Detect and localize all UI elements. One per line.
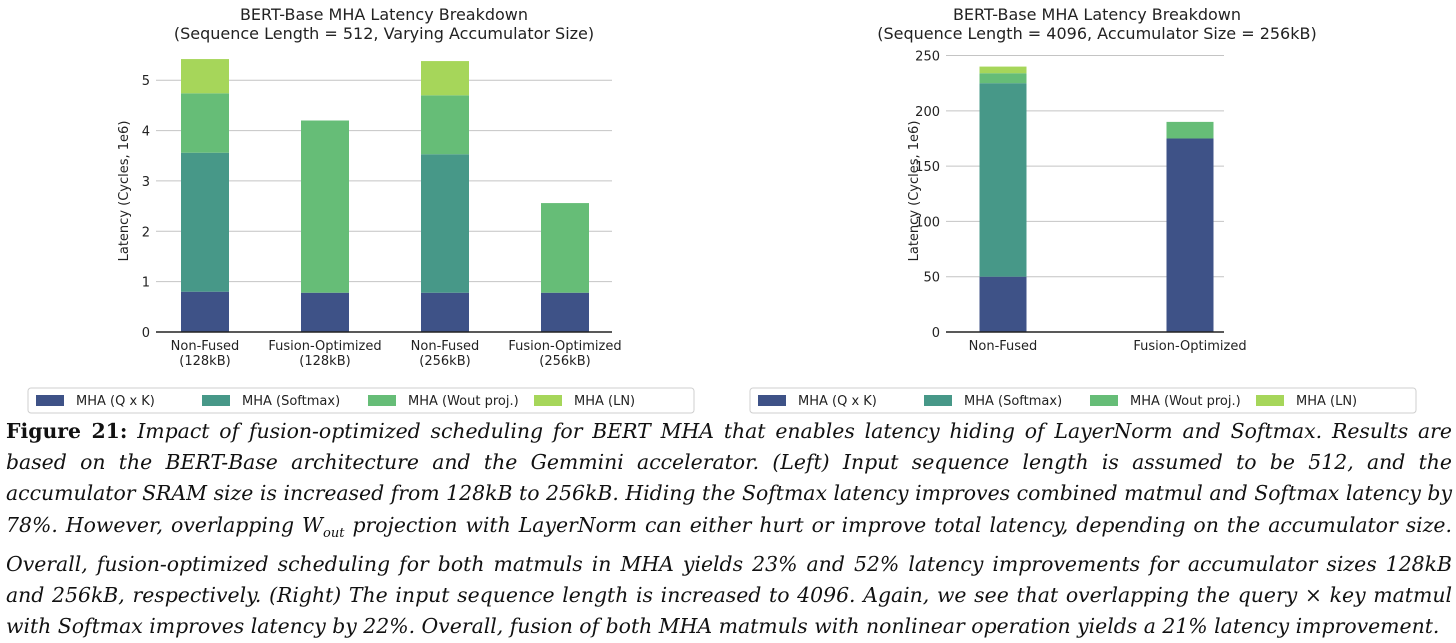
y-tick-label: 3 (142, 175, 150, 190)
x-tick-label: Fusion-Optimized (1133, 339, 1246, 354)
right-chart: BERT-Base MHA Latency Breakdown(Sequence… (749, 5, 1417, 414)
legend-entry: MHA (Softmax) (964, 394, 1062, 409)
bar-segment (979, 83, 1027, 277)
legend-swatch (368, 395, 396, 406)
bar-segment (979, 66, 1027, 74)
bar-segment (979, 73, 1027, 84)
legend-swatch (202, 395, 230, 406)
bar-segment (181, 291, 229, 332)
chart-subtitle: (Sequence Length = 512, Varying Accumula… (174, 24, 594, 43)
bar-segment (1166, 138, 1214, 332)
legend-entry: MHA (LN) (574, 394, 635, 409)
legend-swatch (36, 395, 64, 406)
y-tick-label: 2 (142, 225, 150, 240)
bar-segment (541, 203, 589, 293)
legend-swatch (1090, 395, 1118, 406)
legend-entry: MHA (Softmax) (242, 394, 340, 409)
y-tick-label: 0 (142, 326, 150, 341)
legend-swatch (924, 395, 952, 406)
chart-title: BERT-Base MHA Latency Breakdown (953, 5, 1241, 24)
legend-swatch (758, 395, 786, 406)
bar-segment (1166, 121, 1214, 139)
y-tick-label: 100 (915, 215, 940, 230)
caption-subscript: out (323, 525, 345, 541)
y-tick-label: 0 (932, 326, 940, 341)
figure: BERT-Base MHA Latency Breakdown(Sequence… (27, 5, 1417, 414)
y-tick-label: 1 (142, 276, 150, 291)
x-tick-label: Non-Fused (171, 339, 240, 354)
y-tick-label: 150 (915, 160, 940, 175)
bar-segment (979, 276, 1027, 332)
bar-segment (301, 292, 349, 332)
x-tick-label: (128kB) (179, 354, 230, 369)
bar-segment (301, 120, 349, 293)
bar-segment (421, 61, 469, 96)
y-tick-label: 250 (915, 50, 940, 65)
x-tick-label: (128kB) (299, 354, 350, 369)
chart-title: BERT-Base MHA Latency Breakdown (240, 5, 528, 24)
y-axis-label: Latency (Cycles, 1e6) (117, 121, 132, 262)
left-chart: BERT-Base MHA Latency Breakdown(Sequence… (27, 5, 695, 414)
legend-box (27, 387, 695, 414)
bar-segment (421, 154, 469, 293)
legend-entry: MHA (LN) (1296, 394, 1357, 409)
legend-entry: MHA (Q x K) (798, 394, 877, 409)
legend-swatch (1256, 395, 1284, 406)
caption-text: Impact of fusion-optimized scheduling fo… (6, 419, 1452, 639)
x-tick-label: Fusion-Optimized (268, 339, 381, 354)
legend-entry: MHA (Wout proj.) (1130, 394, 1241, 409)
y-tick-label: 4 (142, 125, 150, 140)
bar-segment (421, 95, 469, 155)
legend-entry: MHA (Wout proj.) (408, 394, 519, 409)
bar-segment (181, 59, 229, 94)
x-tick-label: Non-Fused (969, 339, 1038, 354)
bar-segment (541, 292, 589, 332)
x-tick-label: (256kB) (539, 354, 590, 369)
x-tick-label: Fusion-Optimized (508, 339, 621, 354)
legend-entry: MHA (Q x K) (76, 394, 155, 409)
bar-segment (421, 292, 469, 332)
bar-segment (181, 152, 229, 292)
y-tick-label: 5 (142, 74, 150, 89)
bar-segment (181, 93, 229, 153)
x-tick-label: Non-Fused (411, 339, 480, 354)
x-tick-label: (256kB) (419, 354, 470, 369)
caption-label: Figure 21: (6, 419, 128, 443)
figure-caption: Figure 21: Impact of fusion-optimized sc… (6, 416, 1452, 643)
y-tick-label: 50 (923, 271, 940, 286)
y-tick-label: 200 (915, 105, 940, 120)
legend-swatch (534, 395, 562, 406)
chart-subtitle: (Sequence Length = 4096, Accumulator Siz… (877, 24, 1316, 43)
legend-box (749, 387, 1417, 414)
y-axis-label: Latency (Cycles, 1e6) (907, 121, 922, 262)
